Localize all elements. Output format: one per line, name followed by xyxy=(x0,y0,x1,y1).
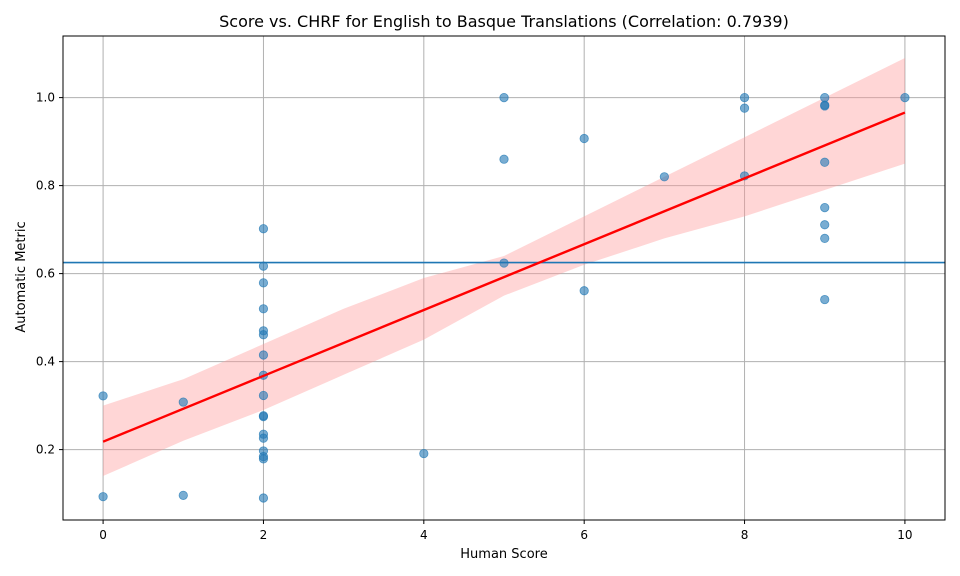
chart-title: Score vs. CHRF for English to Basque Tra… xyxy=(219,12,789,31)
data-point xyxy=(258,433,269,443)
data-point xyxy=(499,154,509,164)
data-point xyxy=(258,278,269,288)
regression-line xyxy=(102,111,906,443)
x-axis-label: Human Score xyxy=(460,547,547,562)
data-point xyxy=(98,492,108,502)
data-point xyxy=(98,391,108,401)
x-tick-label: 0 xyxy=(99,528,107,542)
y-tick-label: 0.4 xyxy=(36,355,55,369)
data-point xyxy=(900,93,910,103)
data-point xyxy=(258,330,269,340)
y-axis-label: Automatic Metric xyxy=(14,221,29,332)
data-point xyxy=(579,133,589,144)
data-point xyxy=(419,448,429,459)
data-point xyxy=(820,294,830,305)
data-point xyxy=(258,454,269,464)
axes-frame xyxy=(62,35,946,521)
x-tick-label: 10 xyxy=(897,528,912,542)
data-point xyxy=(579,286,589,296)
data-point xyxy=(258,224,269,234)
data-point xyxy=(258,350,269,360)
plot-area: 0 2 4 6 8 10 0.2 0.4 0.6 0.8 1.0 xyxy=(36,35,946,542)
data-point xyxy=(258,390,269,401)
data-point xyxy=(739,103,750,113)
data-point xyxy=(820,203,830,213)
y-tick-label: 0.8 xyxy=(36,179,55,193)
y-tick-label: 0.2 xyxy=(36,443,55,457)
data-point xyxy=(820,233,830,243)
data-point xyxy=(659,172,669,182)
data-point xyxy=(820,101,830,111)
x-tick-label: 4 xyxy=(420,528,428,542)
data-point xyxy=(178,490,188,500)
data-point xyxy=(739,93,750,103)
data-point xyxy=(258,493,269,503)
y-tick-label: 1.0 xyxy=(36,91,55,105)
data-point xyxy=(258,304,269,314)
x-tick-label: 8 xyxy=(741,528,749,542)
x-tick-label: 2 xyxy=(260,528,268,542)
x-tick-label: 6 xyxy=(580,528,588,542)
data-point xyxy=(258,411,269,422)
data-point xyxy=(820,157,830,167)
data-point xyxy=(820,220,830,230)
data-point xyxy=(499,93,509,103)
y-tick-label: 0.6 xyxy=(36,267,55,281)
data-point xyxy=(178,397,188,407)
